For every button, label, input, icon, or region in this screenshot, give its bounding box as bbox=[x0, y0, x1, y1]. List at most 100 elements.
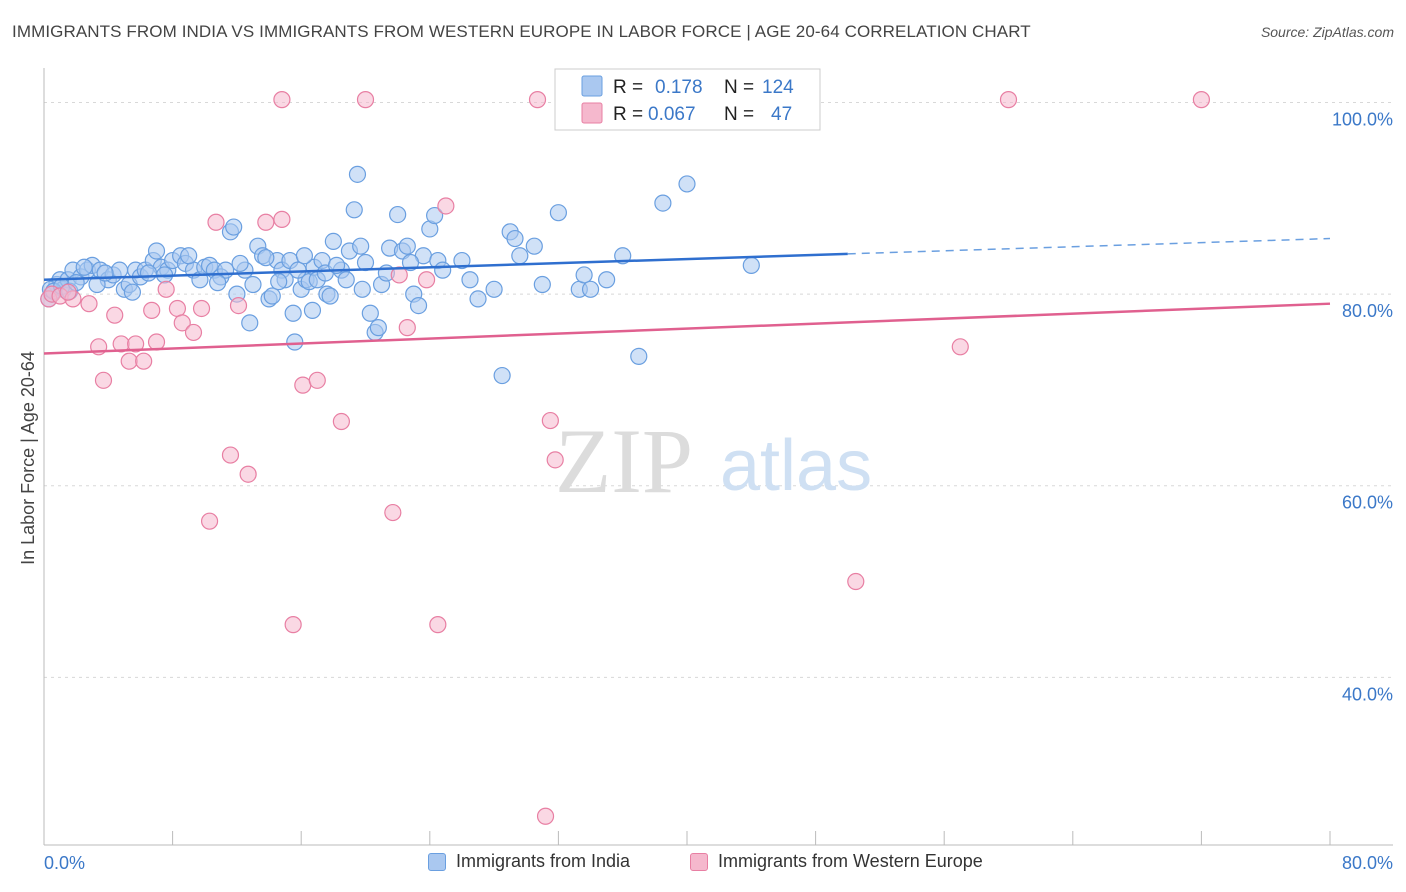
point-western-europe-25 bbox=[273, 210, 291, 228]
legend-r-label-india: R = bbox=[613, 77, 643, 98]
point-western-europe-45 bbox=[273, 91, 291, 109]
point-india-57 bbox=[321, 287, 339, 305]
point-western-europe-36 bbox=[437, 197, 455, 215]
point-western-europe-7 bbox=[106, 306, 124, 324]
legend-r-value-india: 0.178 bbox=[655, 77, 703, 98]
trend-line-india-projection bbox=[847, 237, 1331, 255]
trend-line-western-europe bbox=[43, 302, 1331, 355]
point-western-europe-44 bbox=[1192, 91, 1211, 109]
point-india-85 bbox=[506, 229, 524, 248]
point-india-81 bbox=[469, 290, 487, 308]
point-western-europe-37 bbox=[528, 91, 547, 109]
point-western-europe-21 bbox=[221, 446, 240, 464]
point-western-europe-22 bbox=[229, 297, 248, 315]
point-western-europe-4 bbox=[80, 295, 98, 313]
point-western-europe-19 bbox=[200, 512, 219, 530]
point-india-91 bbox=[581, 280, 600, 298]
point-western-europe-17 bbox=[184, 323, 203, 342]
point-western-europe-11 bbox=[135, 352, 153, 370]
legend-item-india: Immigrants from India bbox=[428, 851, 630, 872]
point-india-58 bbox=[324, 232, 342, 251]
point-india-60 bbox=[337, 271, 355, 289]
point-india-94 bbox=[630, 347, 648, 365]
y-tick-label-0: 100.0% bbox=[1332, 109, 1393, 129]
point-india-75 bbox=[409, 297, 428, 315]
watermark-atlas: atlas bbox=[720, 426, 872, 506]
point-india-37 bbox=[241, 314, 259, 332]
point-western-europe-14 bbox=[157, 280, 175, 298]
point-india-96 bbox=[678, 175, 696, 193]
x-tick-min: 0.0% bbox=[44, 853, 85, 873]
point-india-115 bbox=[295, 247, 314, 265]
point-western-europe-18 bbox=[192, 299, 211, 318]
point-western-europe-15 bbox=[168, 299, 187, 318]
gridlines bbox=[44, 101, 1393, 678]
legend-n-label-india: N = bbox=[724, 77, 754, 98]
point-india-80 bbox=[453, 251, 471, 270]
point-western-europe-26 bbox=[284, 616, 302, 634]
point-western-europe-20 bbox=[207, 213, 225, 231]
point-western-europe-9 bbox=[120, 352, 138, 370]
series-legend: Immigrants from India Immigrants from We… bbox=[0, 851, 1406, 879]
point-western-europe-29 bbox=[332, 412, 350, 431]
point-india-92 bbox=[598, 271, 616, 289]
point-india-68 bbox=[369, 319, 387, 337]
point-western-europe-10 bbox=[127, 335, 145, 353]
point-india-109 bbox=[180, 247, 198, 265]
point-india-90 bbox=[575, 266, 593, 284]
point-western-europe-43 bbox=[999, 91, 1018, 109]
point-western-europe-28 bbox=[308, 371, 326, 389]
point-western-europe-13 bbox=[147, 333, 166, 351]
y-tick-labels: 100.0% 80.0% 60.0% 40.0% bbox=[1332, 109, 1393, 704]
point-india-48 bbox=[286, 333, 304, 351]
trend-line-india bbox=[43, 252, 848, 281]
legend-swatch-western-europe-bottom bbox=[690, 852, 708, 871]
point-india-118 bbox=[353, 280, 371, 298]
legend-swatch-india bbox=[581, 75, 603, 97]
point-india-111 bbox=[231, 254, 249, 273]
axes bbox=[43, 68, 1393, 846]
legend-r-label-western-europe: R = bbox=[613, 104, 643, 125]
point-western-europe-40 bbox=[536, 807, 555, 825]
point-western-europe-27 bbox=[294, 376, 312, 394]
series-western-europe-points bbox=[40, 91, 1211, 825]
point-western-europe-35 bbox=[429, 616, 447, 634]
point-india-42 bbox=[263, 287, 281, 305]
point-western-europe-16 bbox=[173, 314, 191, 332]
point-india-73 bbox=[398, 237, 416, 255]
point-india-66 bbox=[361, 304, 379, 322]
point-india-47 bbox=[284, 304, 302, 322]
point-india-87 bbox=[533, 275, 551, 294]
legend-label-india: Immigrants from India bbox=[456, 851, 631, 871]
y-tick-label-1: 80.0% bbox=[1342, 301, 1393, 321]
point-western-europe-41 bbox=[847, 572, 865, 591]
point-western-europe-23 bbox=[239, 465, 257, 483]
point-india-34 bbox=[225, 218, 243, 236]
point-western-europe-6 bbox=[94, 371, 113, 389]
point-india-120 bbox=[401, 253, 420, 272]
point-india-121 bbox=[434, 261, 452, 279]
point-india-95 bbox=[654, 194, 672, 212]
point-western-europe-34 bbox=[417, 271, 436, 289]
point-india-38 bbox=[244, 275, 262, 294]
point-india-113 bbox=[270, 273, 288, 291]
legend-label-western-europe: Immigrants from Western Europe bbox=[718, 851, 983, 871]
point-india-110 bbox=[209, 274, 227, 292]
point-india-78 bbox=[426, 206, 444, 225]
y-tick-label-2: 60.0% bbox=[1342, 493, 1393, 513]
point-western-europe-24 bbox=[257, 213, 275, 231]
point-india-86 bbox=[511, 247, 529, 265]
watermark-zip: ZIP bbox=[555, 410, 693, 512]
point-india-20 bbox=[147, 242, 166, 260]
point-india-63 bbox=[348, 165, 367, 183]
x-tick-max: 80.0% bbox=[1342, 853, 1393, 873]
x-tick-labels: 0.0% 80.0% bbox=[44, 853, 1393, 873]
legend-swatch-western-europe bbox=[581, 102, 603, 124]
point-western-europe-31 bbox=[384, 503, 402, 522]
legend-box: R = 0.178 N = 124 R = 0.067 N = 47 bbox=[554, 68, 821, 131]
point-india-83 bbox=[493, 366, 511, 385]
legend-swatch-india-bottom bbox=[428, 852, 446, 871]
point-india-97 bbox=[742, 256, 760, 274]
point-india-71 bbox=[389, 205, 407, 224]
